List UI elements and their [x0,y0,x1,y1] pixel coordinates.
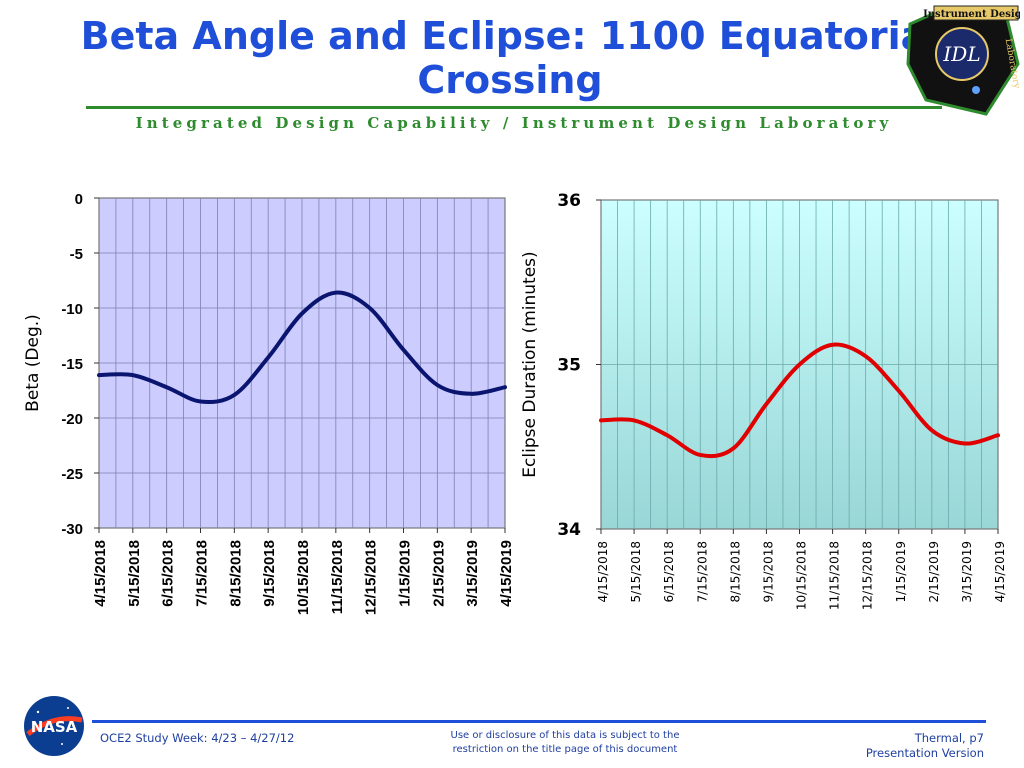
page-title: Beta Angle and Eclipse: 1100 Equatorial … [60,14,960,102]
y-tick-label: 36 [557,191,581,211]
x-tick-label: 2/15/2019 [430,540,447,607]
x-tick-label: 10/15/2018 [295,540,312,615]
x-tick-label: 10/15/2018 [795,541,809,610]
x-tick-label: 1/15/2019 [397,540,414,607]
eclipse-duration-chart: 36 35 34 4/15/2018 5/15/2018 6/15/2018 7/15/20… [520,191,1007,610]
x-tick-label: 6/15/2018 [160,540,177,607]
x-tick-label: 11/15/2018 [329,540,346,614]
footer-disclosure: Use or disclosure of this data is subjec… [420,729,710,757]
nasa-logo: NASA [24,696,84,756]
footer-divider [92,720,986,723]
footer-study-week: OCE2 Study Week: 4/23 – 4/27/12 [100,731,295,745]
title-line-2: Crossing [417,58,603,102]
y-tick-label: -30 [61,521,83,538]
x-tick-label: 4/15/2018 [92,540,109,607]
x-tick-label: 9/15/2018 [261,540,278,607]
x-tick-label: 8/15/2018 [227,540,244,607]
y-axis-label: Beta (Deg.) [23,314,43,412]
charts-canvas: 0 -5 -10 -15 -20 -25 -30 4/15/2018 5/15/2018 6/15… [23,191,1007,615]
x-tick-label: 8/15/2018 [728,541,742,603]
y-tick-label: -15 [61,356,83,373]
y-tick-label: 35 [557,356,581,376]
footer-page-number: Thermal, p7 [914,731,984,745]
title-divider [86,106,942,109]
footer-version: Presentation Version [865,746,984,760]
y-tick-label: -5 [70,246,83,263]
y-tick-label: -10 [61,301,83,318]
nasa-logo-text: NASA [31,718,78,736]
x-tick-label: 1/15/2019 [894,541,908,603]
page-subtitle: Integrated Design Capability / Instrumen… [135,114,893,132]
logo-banner: Instrument Design [923,9,1020,20]
y-axis-label: Eclipse Duration (minutes) [520,251,540,477]
x-tick-label: 5/15/2018 [126,540,143,607]
x-tick-label: 6/15/2018 [662,541,676,603]
x-tick-label: 5/15/2018 [629,541,643,603]
x-tick-label: 12/15/2018 [363,540,380,615]
footer-page-info: Thermal, p7 Presentation Version [866,731,984,761]
x-tick-label: 4/15/2019 [498,540,515,607]
footer-disclosure-line-2: restriction on the title page of this do… [452,744,678,755]
x-tick-label: 3/15/2019 [464,540,481,607]
idl-logo: Instrument Design IDL Laboratory [906,5,1020,116]
logo-idl-text: IDL [942,42,980,66]
y-tick-label: -25 [61,466,83,483]
y-tick-label: -20 [61,411,83,428]
beta-angle-chart: 0 -5 -10 -15 -20 -25 -30 4/15/2018 5/15/2018 6/15… [23,191,515,615]
title-line-1: Beta Angle and Eclipse: 1100 Equatorial [80,14,940,58]
y-tick-label: 0 [75,191,83,208]
x-tick-label: 4/15/2019 [993,541,1007,603]
x-tick-label: 7/15/2018 [695,541,709,603]
x-tick-label: 2/15/2019 [927,541,941,603]
x-tick-label: 4/15/2018 [596,541,610,603]
x-tick-label: 9/15/2018 [761,541,775,603]
x-tick-label: 7/15/2018 [194,540,211,607]
footer-disclosure-line-1: Use or disclosure of this data is subjec… [450,730,680,741]
x-tick-label: 11/15/2018 [828,541,842,610]
x-tick-label: 3/15/2019 [960,541,974,603]
x-tick-label: 12/15/2018 [861,541,875,610]
y-tick-label: 34 [557,520,581,540]
